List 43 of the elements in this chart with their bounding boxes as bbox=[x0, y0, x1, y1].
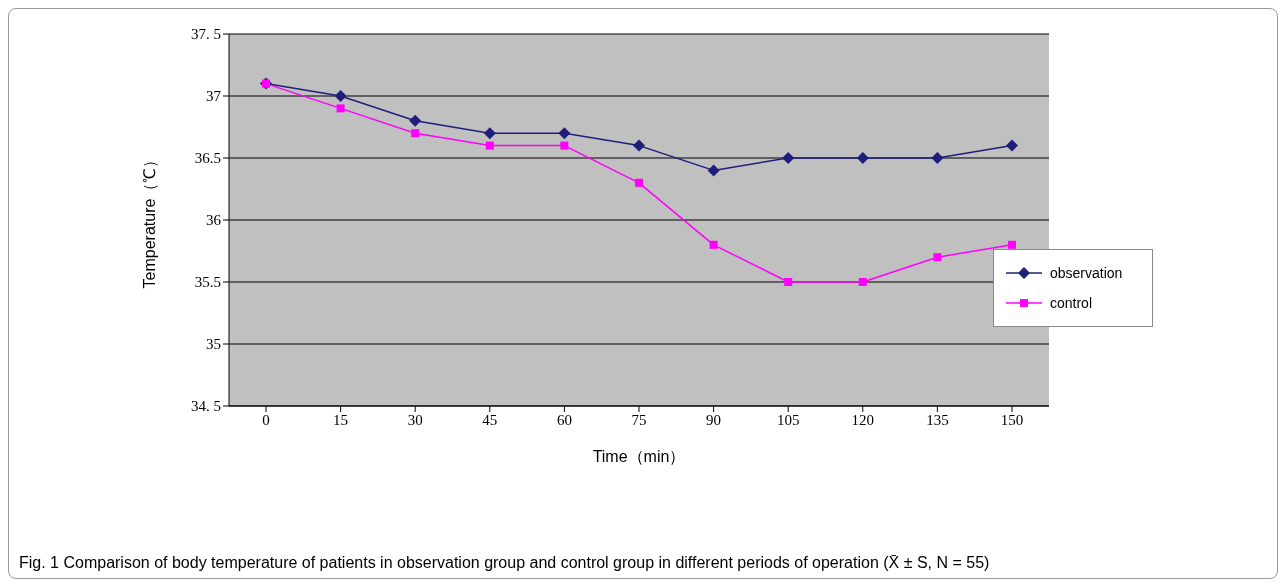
point bbox=[635, 178, 643, 187]
point bbox=[931, 152, 944, 164]
x-tick-label: 105 bbox=[776, 411, 800, 428]
point bbox=[411, 129, 420, 138]
point bbox=[856, 152, 869, 164]
point bbox=[336, 104, 345, 113]
point bbox=[485, 141, 494, 150]
legend-label: control bbox=[1050, 295, 1093, 311]
point bbox=[707, 164, 720, 177]
legend-label: observation bbox=[1050, 265, 1123, 281]
point bbox=[409, 114, 422, 127]
x-tick-label: 15 bbox=[333, 411, 349, 428]
x-tick-label: 60 bbox=[556, 411, 572, 428]
point bbox=[558, 127, 571, 140]
point bbox=[483, 127, 496, 140]
y-tick-label: 35 bbox=[206, 336, 221, 353]
x-axis-title: Time（min） bbox=[592, 448, 686, 465]
x-tick-label: 135 bbox=[926, 411, 949, 428]
point bbox=[1008, 240, 1016, 249]
point bbox=[334, 90, 347, 102]
x-tick-label: 120 bbox=[851, 411, 875, 428]
y-tick-label: 35.5 bbox=[194, 274, 221, 291]
point bbox=[858, 278, 867, 286]
x-tick-label: 150 bbox=[1000, 411, 1024, 428]
x-tick-label: 30 bbox=[407, 411, 423, 428]
x-tick-label: 0 bbox=[262, 411, 270, 428]
point bbox=[633, 139, 645, 152]
point bbox=[709, 240, 718, 249]
point bbox=[782, 152, 795, 164]
y-axis-title: Temperature（℃） bbox=[140, 151, 158, 289]
caption: Fig. 1 Comparison of body temperature of patients in observation group and control group in different periods of operation (X̄ ± S, N = 55) bbox=[19, 554, 991, 572]
x-tick-label: 45 bbox=[482, 411, 498, 428]
y-tick-label: 36.5 bbox=[194, 150, 221, 167]
y-tick-label: 37 bbox=[206, 88, 222, 105]
y-tick-label: 36 bbox=[206, 212, 222, 229]
x-tick-label: 75 bbox=[631, 411, 647, 428]
point bbox=[784, 278, 793, 286]
y-tick-label: 34. 5 bbox=[191, 398, 221, 415]
x-tick-label: 90 bbox=[706, 411, 722, 428]
point bbox=[560, 141, 569, 150]
y-tick-label: 37. 5 bbox=[191, 26, 221, 43]
point bbox=[1006, 139, 1018, 152]
point bbox=[933, 253, 942, 262]
